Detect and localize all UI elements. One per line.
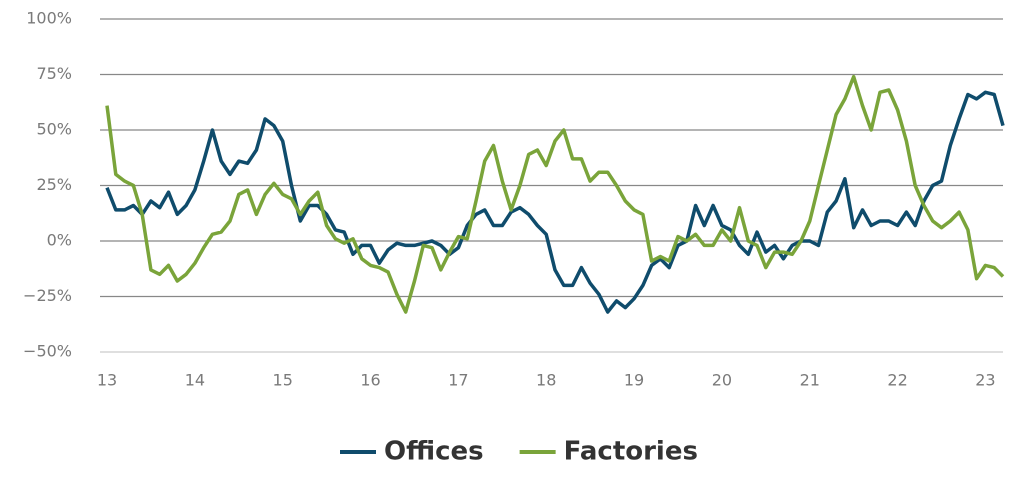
legend-label: Factories — [564, 437, 698, 467]
line-series — [105, 90, 1005, 314]
line-series — [105, 74, 1005, 314]
x-tick-label: 14 — [185, 371, 205, 390]
x-tick-label: 23 — [975, 371, 995, 390]
legend-label: Offices — [384, 437, 484, 467]
x-tick-label: 18 — [536, 371, 556, 390]
x-tick-label: 15 — [273, 371, 293, 390]
x-tick-label: 19 — [624, 371, 644, 390]
y-tick-label: −25% — [23, 286, 72, 305]
x-tick-label: 16 — [360, 371, 380, 390]
y-tick-label: 50% — [36, 120, 72, 139]
x-tick-label: 13 — [97, 371, 117, 390]
x-tick-label: 21 — [800, 371, 820, 390]
x-tick-label: 17 — [448, 371, 468, 390]
y-tick-label: 100% — [26, 9, 72, 28]
y-tick-label: −50% — [23, 342, 72, 361]
y-tick-label: 25% — [36, 175, 72, 194]
y-tick-label: 75% — [36, 64, 72, 83]
y-tick-label: 0% — [47, 231, 72, 250]
x-tick-label: 20 — [712, 371, 732, 390]
x-tick-label: 22 — [887, 371, 907, 390]
